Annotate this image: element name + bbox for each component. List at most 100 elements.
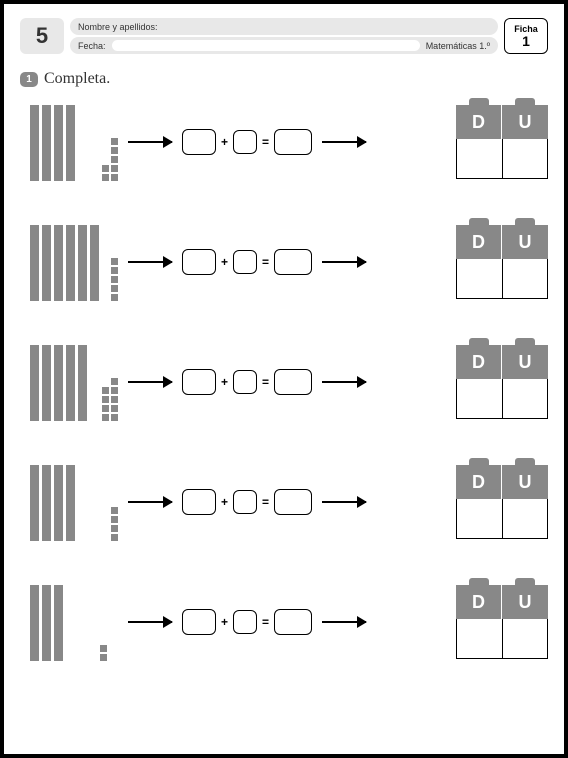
date-blank[interactable]	[112, 40, 420, 51]
ten-bar	[90, 225, 99, 301]
one-cube	[111, 378, 118, 385]
tens-cell[interactable]	[456, 379, 502, 419]
one-cube	[111, 516, 118, 523]
units-cell[interactable]	[502, 139, 548, 179]
ten-bar	[54, 105, 63, 181]
instruction-row: 1 Completa.	[20, 70, 548, 88]
ten-bar	[54, 585, 63, 661]
ten-bar	[30, 105, 39, 181]
equals-operator: =	[262, 375, 269, 389]
name-field-row: Nombre y apellidos:	[70, 18, 498, 35]
date-field-row: Fecha: Matemáticas 1.º	[70, 37, 498, 54]
arrow-icon	[128, 261, 172, 263]
equals-operator: =	[262, 615, 269, 629]
ten-bar	[66, 345, 75, 421]
result-input-box[interactable]	[274, 249, 312, 275]
tens-group	[30, 105, 75, 181]
ones-group	[79, 138, 118, 181]
date-label: Fecha:	[78, 41, 106, 51]
units-cell[interactable]	[502, 619, 548, 659]
ones-input-box[interactable]	[233, 250, 257, 274]
units-cell[interactable]	[502, 259, 548, 299]
tens-input-box[interactable]	[182, 249, 216, 275]
place-value-table: DU	[456, 465, 548, 539]
one-cube	[111, 174, 118, 181]
result-input-box[interactable]	[274, 609, 312, 635]
equals-operator: =	[262, 135, 269, 149]
tens-input-box[interactable]	[182, 609, 216, 635]
one-cube	[111, 396, 118, 403]
tens-cell[interactable]	[456, 619, 502, 659]
page-number: 5	[20, 18, 64, 54]
tens-group	[30, 345, 87, 421]
arrow-icon	[322, 141, 366, 143]
units-header: U	[502, 465, 548, 499]
ten-bar	[54, 465, 63, 541]
ones-input-box[interactable]	[233, 130, 257, 154]
ten-bar	[42, 105, 51, 181]
equals-operator: =	[262, 495, 269, 509]
du-column: D	[456, 585, 502, 659]
tens-group	[30, 585, 63, 661]
ten-bar	[42, 345, 51, 421]
exercise-rows: +=DU+=DU+=DU+=DU+=DU	[20, 98, 548, 666]
du-column: U	[502, 465, 548, 539]
tens-header: D	[456, 225, 502, 259]
du-column: U	[502, 585, 548, 659]
tens-input-box[interactable]	[182, 369, 216, 395]
ten-bar	[78, 345, 87, 421]
one-cube	[102, 396, 109, 403]
worksheet-header: 5 Nombre y apellidos: Fecha: Matemáticas…	[20, 18, 548, 54]
ones-input-box[interactable]	[233, 610, 257, 634]
tens-input-box[interactable]	[182, 489, 216, 515]
ones-input-box[interactable]	[233, 490, 257, 514]
ten-bar	[30, 465, 39, 541]
arrow-icon	[322, 261, 366, 263]
one-cube	[102, 174, 109, 181]
one-cube	[102, 165, 109, 172]
one-cube	[111, 294, 118, 301]
arrow-icon	[128, 621, 172, 623]
one-cube	[100, 645, 107, 652]
result-input-box[interactable]	[274, 489, 312, 515]
units-cell[interactable]	[502, 379, 548, 419]
instruction-badge: 1	[20, 72, 38, 87]
header-fields: Nombre y apellidos: Fecha: Matemáticas 1…	[70, 18, 498, 54]
units-cell[interactable]	[502, 499, 548, 539]
ten-bar	[66, 225, 75, 301]
plus-operator: +	[221, 375, 228, 389]
place-value-table: DU	[456, 585, 548, 659]
one-cube	[111, 147, 118, 154]
result-input-box[interactable]	[274, 129, 312, 155]
one-cube	[111, 507, 118, 514]
exercise-row: +=DU	[30, 338, 548, 426]
instruction-text: Completa.	[44, 70, 110, 88]
one-cube	[111, 165, 118, 172]
one-cube	[102, 405, 109, 412]
ten-bar	[66, 105, 75, 181]
ten-bar	[42, 585, 51, 661]
ten-bar	[54, 345, 63, 421]
du-column: D	[456, 345, 502, 419]
tens-group	[30, 465, 75, 541]
ones-input-box[interactable]	[233, 370, 257, 394]
ten-bar	[78, 225, 87, 301]
ten-bar	[42, 225, 51, 301]
tens-header: D	[456, 465, 502, 499]
equation: +=	[182, 609, 312, 635]
tens-cell[interactable]	[456, 259, 502, 299]
ten-bar	[30, 225, 39, 301]
one-cube	[100, 654, 107, 661]
arrow-icon	[322, 621, 366, 623]
one-cube	[111, 267, 118, 274]
one-cube	[111, 276, 118, 283]
tens-cell[interactable]	[456, 139, 502, 179]
result-input-box[interactable]	[274, 369, 312, 395]
tens-header: D	[456, 105, 502, 139]
ten-bar	[66, 465, 75, 541]
exercise-row: += DU	[30, 578, 548, 666]
tens-input-box[interactable]	[182, 129, 216, 155]
du-column: D	[456, 105, 502, 179]
one-cube	[102, 387, 109, 394]
tens-cell[interactable]	[456, 499, 502, 539]
